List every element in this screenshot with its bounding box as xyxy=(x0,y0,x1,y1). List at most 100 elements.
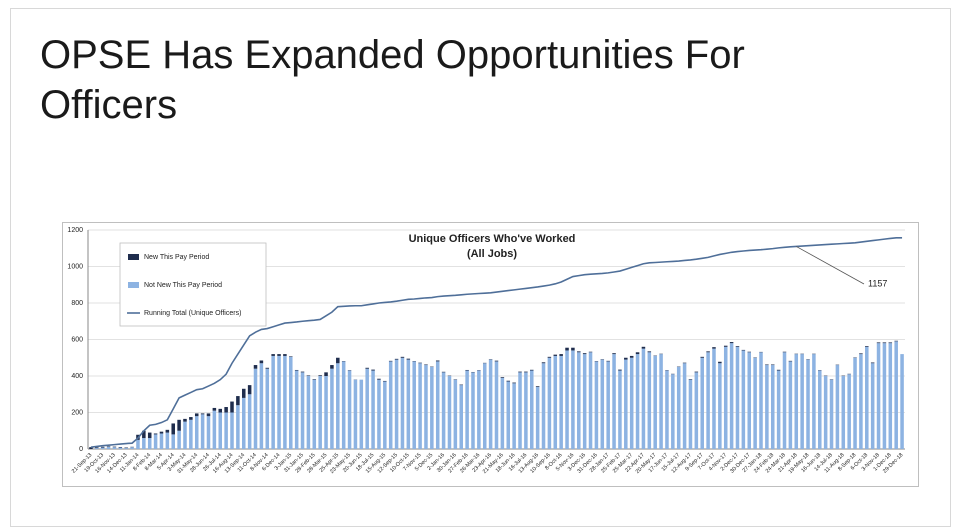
bar xyxy=(147,432,152,439)
annotation-leader xyxy=(796,246,865,285)
bar xyxy=(894,340,898,342)
bar xyxy=(441,372,446,449)
bar xyxy=(312,379,317,380)
bar xyxy=(142,438,146,449)
bar xyxy=(377,378,381,380)
bar xyxy=(183,418,187,422)
bar xyxy=(406,358,411,360)
bar xyxy=(383,381,387,449)
bar xyxy=(430,366,434,449)
bar xyxy=(300,371,305,373)
bar xyxy=(183,421,187,449)
bar xyxy=(400,356,405,358)
bar xyxy=(336,363,340,449)
bar xyxy=(753,357,757,449)
y-tick-label: 0 xyxy=(79,446,83,453)
bar xyxy=(118,446,123,448)
bar xyxy=(247,394,252,449)
bar xyxy=(524,372,528,449)
bar xyxy=(518,371,522,373)
bar xyxy=(106,446,111,449)
bar xyxy=(806,359,810,449)
bar xyxy=(541,362,546,364)
bar xyxy=(142,430,146,439)
bar xyxy=(612,353,616,355)
bar xyxy=(471,372,475,449)
bar xyxy=(530,369,534,371)
bar xyxy=(482,363,487,449)
bar xyxy=(571,350,575,449)
bar xyxy=(641,346,646,349)
y-tick-label: 600 xyxy=(71,336,83,343)
bar xyxy=(782,352,787,449)
bar xyxy=(712,347,716,349)
bar xyxy=(394,359,399,449)
bar xyxy=(194,413,199,417)
bar xyxy=(236,396,240,406)
bar xyxy=(218,408,223,413)
legend-label: New This Pay Period xyxy=(144,254,209,261)
bar xyxy=(876,343,881,449)
bar xyxy=(559,355,563,449)
bar xyxy=(159,433,164,449)
bar xyxy=(553,354,558,356)
bar xyxy=(888,342,893,344)
bar xyxy=(341,361,346,449)
bar xyxy=(565,347,569,351)
bar xyxy=(177,419,181,431)
bar xyxy=(488,359,493,449)
legend-label: Not New This Pay Period xyxy=(144,282,222,289)
bar xyxy=(200,413,205,415)
bar xyxy=(165,432,170,449)
bar xyxy=(100,447,105,449)
bar xyxy=(124,447,128,449)
bar xyxy=(535,386,540,449)
bar xyxy=(230,412,234,449)
bar xyxy=(259,363,264,449)
legend-box xyxy=(119,242,267,327)
bar xyxy=(365,367,369,369)
bar xyxy=(189,419,193,449)
bar xyxy=(735,346,740,449)
bar xyxy=(541,363,546,449)
bar xyxy=(741,349,746,351)
bar xyxy=(706,352,710,449)
bar xyxy=(447,376,452,449)
bar xyxy=(770,365,775,449)
bar xyxy=(388,361,393,449)
bar xyxy=(283,355,287,449)
bar xyxy=(112,446,117,448)
bar xyxy=(606,360,610,362)
bar xyxy=(770,364,775,366)
bar xyxy=(800,354,804,449)
bar xyxy=(894,341,898,449)
bar xyxy=(823,376,828,449)
bar xyxy=(700,357,704,449)
bar xyxy=(606,361,610,449)
bar xyxy=(829,379,834,449)
bar xyxy=(865,346,869,449)
bar xyxy=(870,363,875,449)
bar xyxy=(723,345,728,347)
bar xyxy=(435,360,440,362)
bar xyxy=(318,375,322,376)
bar xyxy=(136,439,140,449)
bar xyxy=(735,346,740,347)
bar xyxy=(870,362,875,364)
bar xyxy=(718,363,722,449)
bar xyxy=(500,377,505,449)
bar xyxy=(729,343,734,449)
bar xyxy=(312,379,317,449)
bar xyxy=(765,364,769,366)
bar xyxy=(624,357,628,360)
bar xyxy=(124,448,128,449)
legend-swatch xyxy=(128,254,139,260)
bar xyxy=(865,346,869,347)
bar xyxy=(494,361,499,449)
bar xyxy=(718,361,722,364)
bar xyxy=(394,358,399,360)
bar xyxy=(359,379,364,449)
slide-border xyxy=(10,8,951,527)
